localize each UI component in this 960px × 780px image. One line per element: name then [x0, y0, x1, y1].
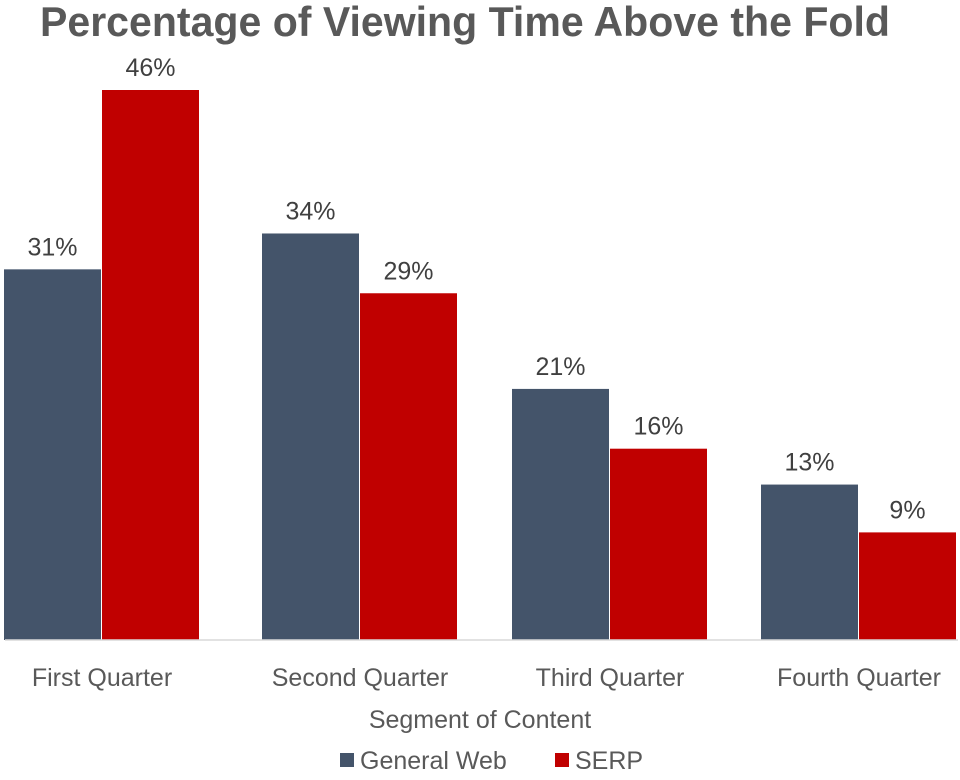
bar-general-web-2: [262, 233, 359, 640]
data-label: 46%: [125, 54, 175, 82]
chart-title: Percentage of Viewing Time Above the Fol…: [40, 0, 890, 45]
data-label: 13%: [784, 449, 834, 477]
legend: General Web SERP: [340, 747, 643, 775]
legend-label: General Web: [360, 747, 507, 775]
data-label: 29%: [383, 257, 433, 285]
data-label: 9%: [889, 496, 925, 524]
x-tick-label: First Quarter: [32, 664, 172, 692]
bar-serp-2: [360, 293, 457, 640]
legend-swatch: [340, 753, 354, 767]
data-label: 34%: [285, 197, 335, 225]
data-label: 31%: [27, 233, 77, 261]
legend-label: SERP: [575, 747, 643, 775]
bar-general-web-1: [4, 269, 101, 640]
legend-swatch: [555, 753, 569, 767]
bar-serp-1: [102, 90, 199, 640]
bar-serp-3: [610, 448, 707, 640]
bar-serp-4: [859, 532, 956, 640]
data-label: 16%: [633, 413, 683, 441]
x-tick-label: Third Quarter: [536, 664, 685, 692]
x-tick-label: Fourth Quarter: [777, 664, 941, 692]
x-axis-label: Segment of Content: [369, 706, 591, 734]
bar-general-web-3: [512, 388, 609, 640]
bar-general-web-4: [761, 484, 858, 640]
x-tick-label: Second Quarter: [272, 664, 449, 692]
data-label: 21%: [535, 353, 585, 381]
